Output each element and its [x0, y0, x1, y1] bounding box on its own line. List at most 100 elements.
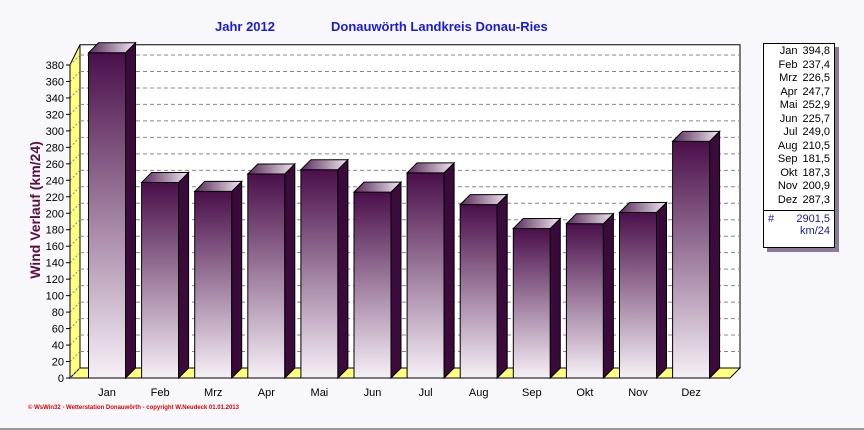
legend-month: Apr: [780, 85, 798, 98]
x-tick-label: Okt: [576, 387, 593, 399]
bar-front: [247, 173, 286, 379]
year-title: Jahr 2012: [215, 19, 275, 34]
bar-side: [125, 41, 136, 380]
legend-month: Mrz: [779, 72, 798, 84]
x-tick-label: Sep: [522, 387, 542, 399]
bar-top: [87, 42, 137, 54]
y-tick-label: 300: [46, 126, 64, 138]
legend-month: Feb: [778, 58, 798, 71]
y-tick-label: 140: [46, 258, 64, 270]
station-title: Donauwörth Landkreis Donau-Ries: [331, 19, 548, 34]
bar-top: [512, 218, 562, 230]
y-tick-label: 220: [46, 192, 64, 204]
bar-top: [671, 130, 721, 142]
legend-value: 237,4: [802, 58, 830, 71]
legend-value: 394,8: [802, 45, 830, 57]
legend-row: Dez 287,3: [764, 194, 834, 208]
legend-value: 287,3: [802, 193, 830, 206]
legend-value: 181,5: [802, 153, 830, 165]
y-axis-label: Wind Verlauf (km/24): [27, 141, 43, 279]
bar-front: [194, 190, 233, 379]
x-tick-label: Apr: [258, 387, 275, 399]
bar-front: [353, 191, 392, 379]
y-tick-label: 380: [46, 60, 64, 72]
bar-top: [193, 180, 243, 192]
sum-unit: km/24: [800, 225, 830, 237]
legend-value: 200,9: [802, 180, 830, 192]
x-tick-label: Aug: [469, 387, 489, 399]
legend-row: Feb 237,4: [764, 59, 834, 73]
y-tick-label: 340: [46, 93, 64, 105]
bar-top: [246, 163, 297, 175]
bar-front: [300, 169, 339, 379]
legend-value: 226,5: [802, 72, 830, 84]
legend-row: Okt 187,3: [764, 167, 834, 181]
bar-front: [88, 52, 126, 379]
legend-row: Sep 181,5: [764, 153, 834, 167]
bar-top: [405, 162, 456, 174]
x-tick-label: Dez: [681, 387, 701, 399]
bar-front: [406, 172, 445, 379]
legend-row: Jan 394,8: [764, 45, 834, 59]
sum-symbol: #: [768, 213, 775, 225]
bar-side: [496, 193, 508, 380]
y-tick-label: 320: [46, 109, 64, 121]
legend-month: Dez: [777, 193, 798, 206]
bar-side: [284, 162, 296, 380]
legend-value: 252,9: [802, 99, 830, 111]
y-tick-label: 120: [46, 274, 64, 286]
bar-side: [231, 180, 243, 380]
y-tick-label: 160: [46, 241, 64, 253]
legend-value: 210,5: [802, 139, 830, 152]
bar-side: [178, 171, 190, 380]
bar-chart: Wind Verlauf (km/24) 0 20 40 60 80 100 120 140 1…: [27, 41, 742, 399]
legend-row: Aug 210,5: [764, 140, 834, 154]
legend-value: 249,0: [802, 126, 830, 138]
legend-row: Jul 249,0: [764, 126, 834, 140]
legend-month: Nov: [777, 180, 798, 192]
legend-row: Nov 200,9: [764, 180, 834, 194]
bar-top: [618, 202, 668, 214]
y-tick-label: 180: [46, 225, 64, 237]
x-tick-label: Mai: [311, 387, 329, 399]
y-tick-label: 280: [46, 142, 64, 154]
legend-month: Jun: [779, 112, 798, 125]
bar-front: [141, 181, 180, 379]
bar-front: [459, 204, 498, 379]
y-tick-label: 80: [52, 307, 64, 319]
legend-value: 225,7: [802, 112, 830, 125]
legend-month: Jan: [779, 45, 798, 57]
bar-front: [512, 228, 551, 379]
bar-side: [656, 201, 667, 380]
bar-top: [140, 171, 190, 183]
x-tick-label: Nov: [628, 387, 648, 399]
y-tick-label: 360: [46, 76, 64, 88]
bar-front: [672, 140, 711, 379]
y-tick-label: 240: [46, 175, 64, 187]
bar-top: [352, 181, 403, 193]
y-tick-label: 0: [58, 373, 64, 385]
legend-value: 187,3: [802, 166, 830, 179]
bar-top: [299, 159, 350, 171]
x-tick-label: Jan: [98, 387, 116, 399]
legend-row: Jun 225,7: [764, 113, 834, 127]
bar-front: [565, 223, 604, 379]
bar-side: [443, 161, 455, 380]
legend-box: Jan 394,8 Feb 237,4 Mrz 226,5 Apr 247,7 Mai 252,9…: [763, 43, 835, 248]
y-tick-label: 40: [52, 340, 64, 352]
legend-month: Jul: [783, 126, 798, 138]
bar-side: [709, 130, 721, 380]
y-tick-label: 20: [52, 357, 64, 369]
y-tick-label: 100: [46, 291, 64, 303]
y-tick-label: 200: [46, 208, 64, 220]
left-wall: [69, 44, 81, 380]
copyright-footer: © WsWin32 - Wetterstation Donauwörth - c…: [28, 405, 239, 411]
bar-side: [602, 212, 614, 380]
bar-side: [390, 180, 402, 380]
legend-sum: #2901,5 km/24: [764, 210, 834, 237]
bar-top: [458, 194, 509, 206]
x-tick-label: Feb: [151, 387, 170, 399]
bar-side: [337, 158, 349, 380]
legend-month: Okt: [780, 166, 798, 179]
